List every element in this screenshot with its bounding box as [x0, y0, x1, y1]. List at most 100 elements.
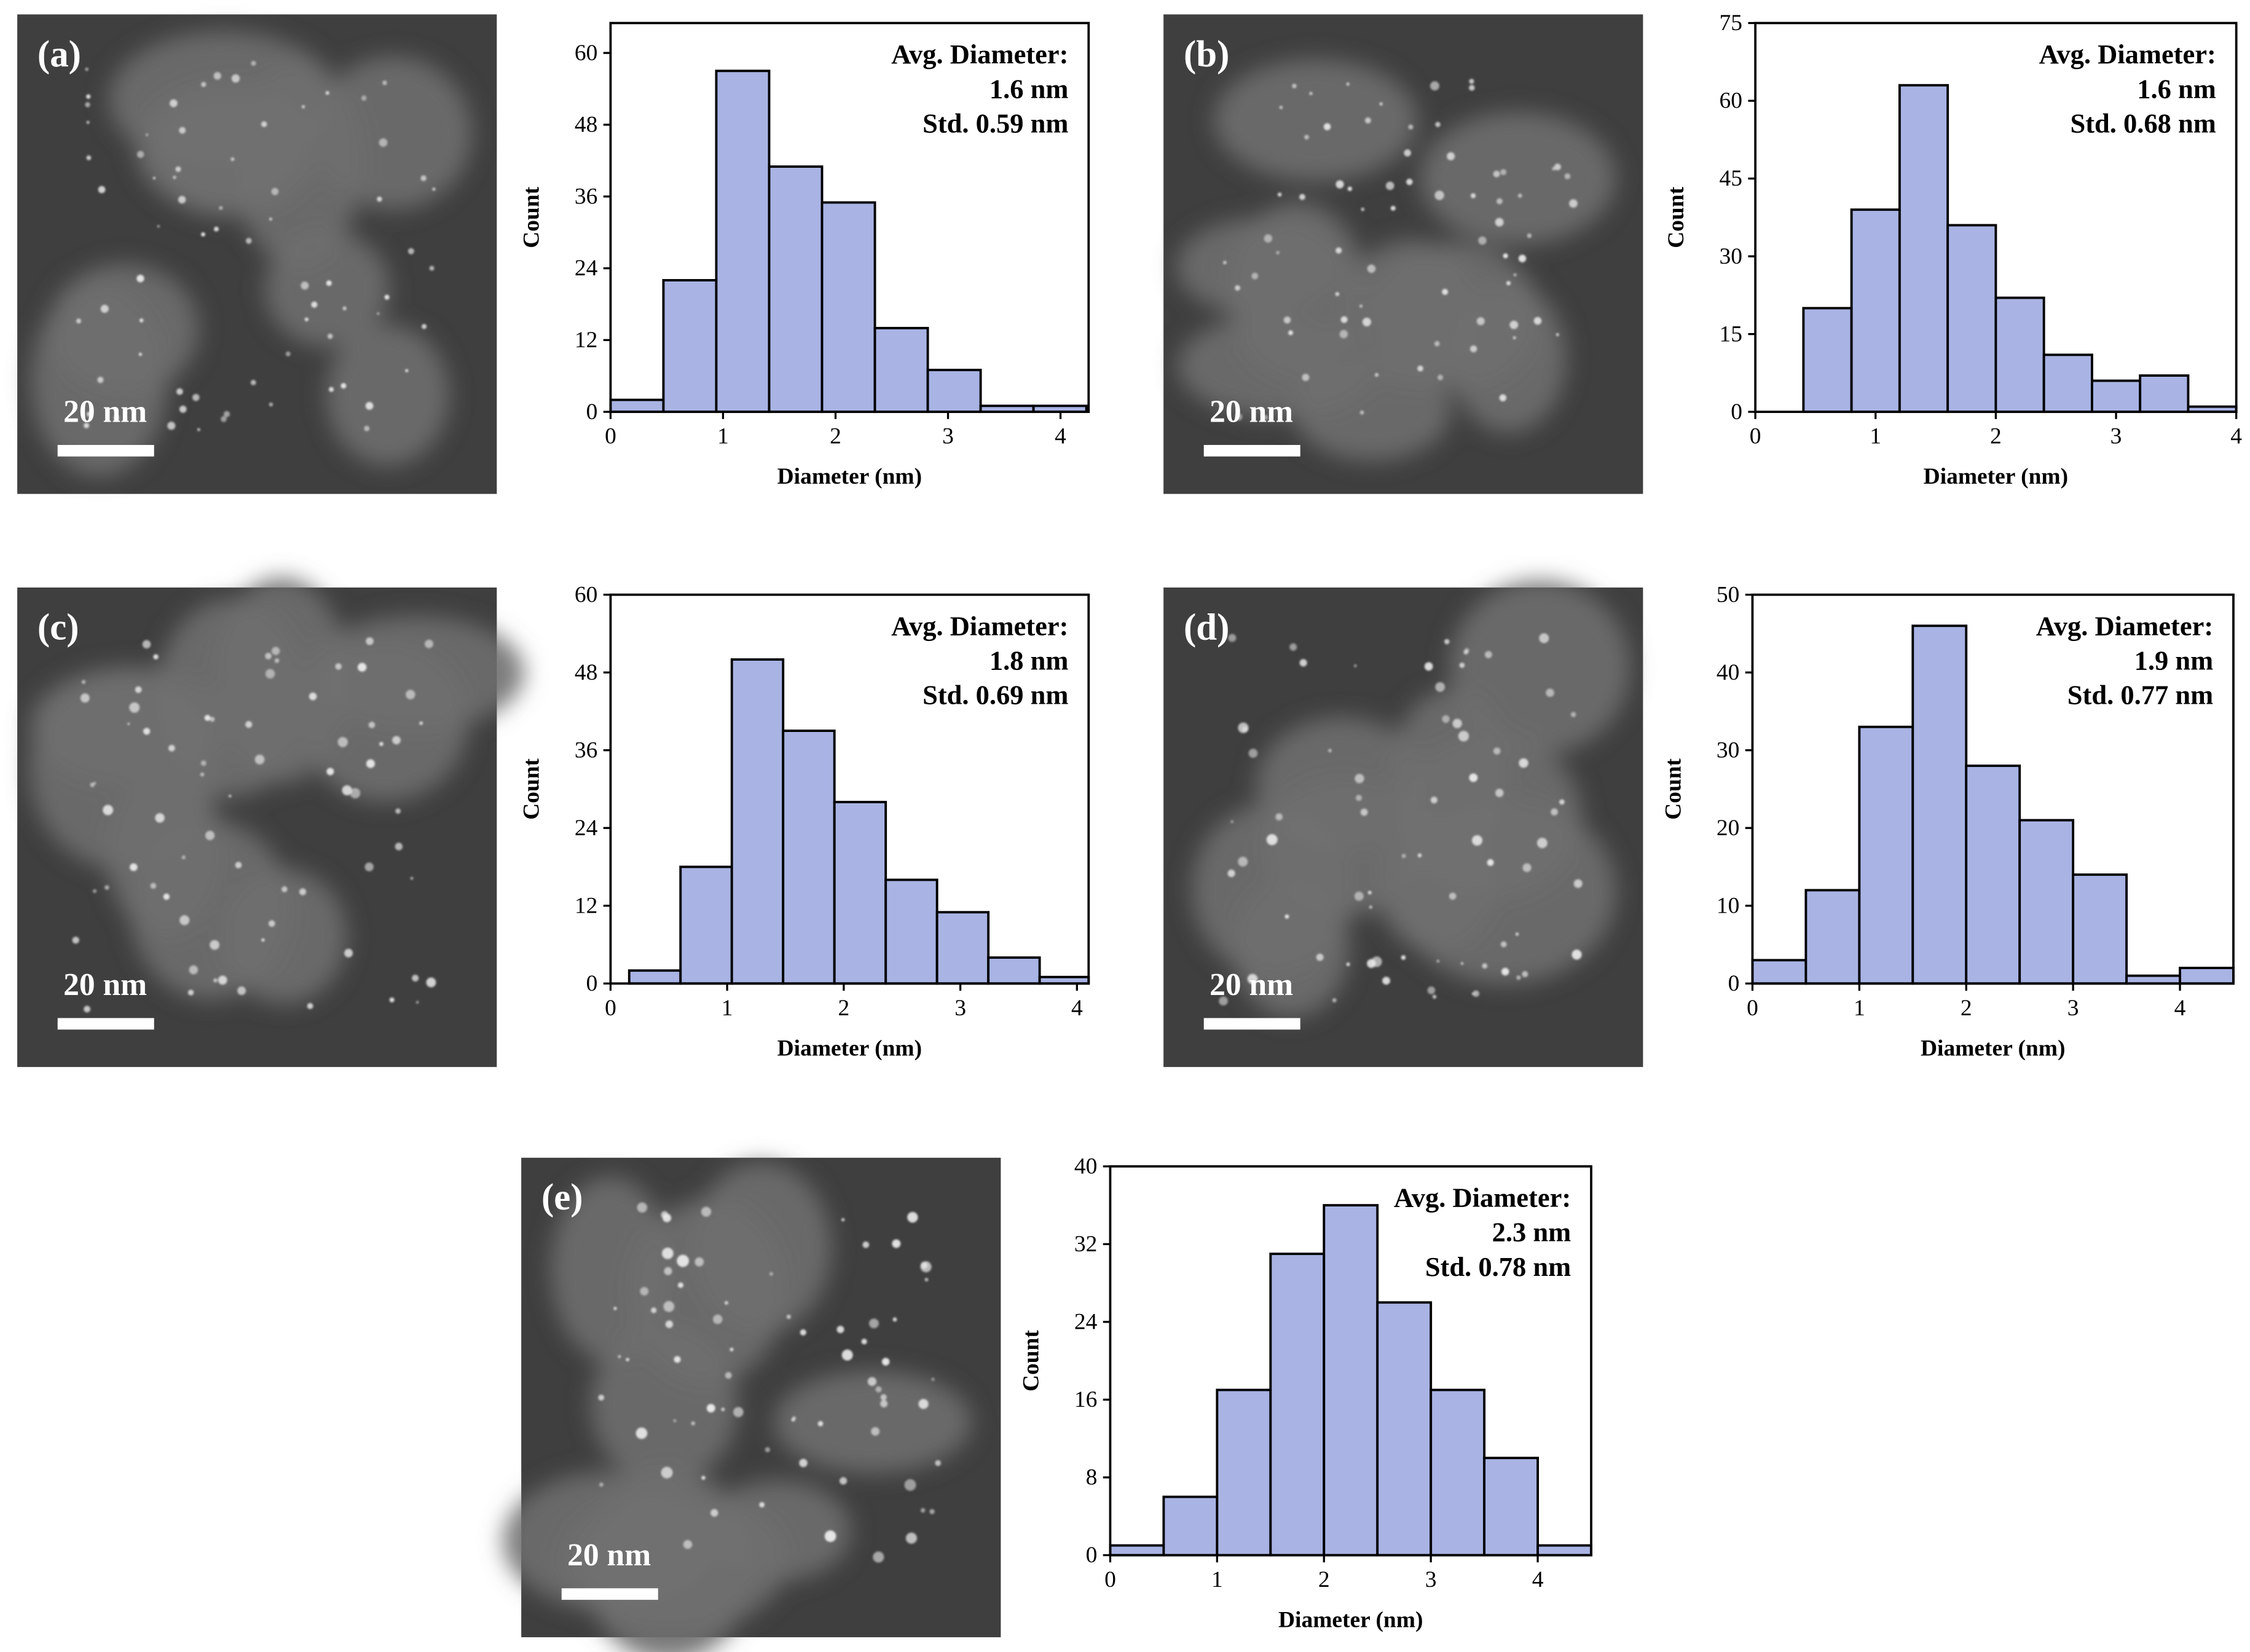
nanoparticle-dot	[935, 1460, 941, 1466]
x-tick-label: 0	[1750, 424, 1761, 449]
nanoparticle-dot	[155, 813, 165, 823]
nanoparticle-dot	[85, 67, 89, 71]
nanoparticle-dot	[1552, 167, 1556, 171]
nanoparticle-dot	[1482, 963, 1488, 969]
histogram-bar	[1430, 1388, 1486, 1557]
nanoparticle-dot	[1289, 643, 1297, 651]
nanoparticle-dot	[1369, 905, 1372, 909]
nanoparticle-dot	[254, 754, 265, 765]
nanoparticle-dot	[1382, 977, 1390, 985]
std-value: Std. 0.59 nm	[922, 108, 1068, 139]
nanoparticle-dot	[100, 304, 109, 313]
nanoparticle-dot	[269, 218, 272, 221]
histogram-bar	[715, 69, 771, 414]
nanoparticle-dot	[139, 318, 144, 323]
y-tick-label: 75	[1720, 10, 1742, 36]
nanoparticle-dot	[613, 1307, 617, 1310]
scale-bar	[1203, 1018, 1300, 1030]
y-axis-label: Count	[519, 186, 544, 248]
y-tick-label: 12	[575, 328, 597, 353]
nanoparticle-dot	[327, 333, 333, 339]
support-particle	[1450, 283, 1567, 433]
nanoparticle-dot	[1522, 863, 1532, 872]
histogram-bar	[1911, 624, 1968, 985]
support-particle	[1214, 59, 1418, 181]
nanoparticle-dot	[1309, 92, 1313, 95]
nanoparticle-dot	[1323, 123, 1331, 130]
x-tick-label: 3	[942, 424, 954, 449]
nanoparticle-dot	[1227, 869, 1235, 878]
nanoparticle-dot	[1506, 281, 1511, 286]
nanoparticle-dot	[635, 1427, 648, 1439]
nanoparticle-dot	[677, 1254, 690, 1267]
x-axis-label: Diameter (nm)	[1921, 1036, 2065, 1061]
nanoparticle-dot	[113, 415, 120, 422]
nanoparticle-dot	[1339, 329, 1348, 339]
avg-diameter-heading: Avg. Diameter:	[2039, 39, 2216, 69]
nanoparticle-dot	[245, 238, 252, 244]
avg-diameter-value: 2.3 nm	[1492, 1217, 1571, 1248]
nanoparticle-dot	[361, 95, 367, 101]
nanoparticle-dot	[929, 1509, 935, 1514]
histogram-bar	[627, 969, 682, 985]
y-tick-label: 0	[1086, 1543, 1098, 1568]
nanoparticle-dot	[1564, 173, 1571, 179]
y-tick-label: 48	[575, 112, 597, 138]
nanoparticle-dot	[598, 1394, 605, 1401]
y-tick-label: 0	[1731, 399, 1742, 425]
nanoparticle-dot	[1444, 639, 1450, 645]
nanoparticle-dot	[213, 978, 218, 983]
nanoparticle-dot	[1360, 808, 1368, 816]
avg-diameter-heading: Avg. Diameter:	[1394, 1182, 1571, 1213]
support-particle	[503, 1471, 721, 1611]
nanoparticle-dot	[1436, 959, 1440, 963]
nanoparticle-dot	[1442, 715, 1450, 723]
nanoparticle-dot	[1427, 986, 1436, 994]
nanoparticle-dot	[175, 166, 181, 172]
nanoparticle-dot	[640, 1287, 649, 1296]
nanoparticle-dot	[1573, 879, 1583, 888]
nanoparticle-dot	[1460, 962, 1464, 966]
nanoparticle-dot	[1464, 648, 1469, 653]
nanoparticle-dot	[281, 886, 288, 892]
histogram-b: 0 1 2 3 4 0 15 30 45 60 75 Diameter (nm) Count Avg. D…	[1664, 10, 2242, 489]
nanoparticle-dot	[86, 94, 91, 99]
support-particle	[106, 773, 224, 934]
nanoparticle-dot	[210, 717, 215, 722]
nanoparticle-dot	[1367, 264, 1376, 273]
nanoparticle-dot	[81, 680, 86, 684]
nanoparticle-dot	[721, 1407, 725, 1412]
nanoparticle-dot	[691, 1421, 695, 1426]
nanoparticle-dot	[379, 138, 388, 147]
nanoparticle-dot	[701, 1476, 706, 1480]
nanoparticle-dot	[230, 157, 235, 161]
nanoparticle-dot	[1539, 633, 1549, 643]
y-tick-label: 8	[1086, 1465, 1098, 1490]
nanoparticle-dot	[1527, 233, 1532, 238]
nanoparticle-dot	[176, 388, 183, 395]
histogram-bar	[1965, 765, 2021, 985]
nanoparticle-dot	[1367, 891, 1372, 895]
nanoparticle-dot	[1283, 316, 1291, 324]
nanoparticle-dot	[410, 876, 414, 880]
nanoparticle-dot	[881, 1358, 890, 1366]
nanoparticle-dot	[725, 1372, 732, 1379]
nanoparticle-dot	[1266, 834, 1278, 846]
nanoparticle-dot	[301, 104, 305, 109]
nanoparticle-dot	[1367, 959, 1376, 968]
nanoparticle-dot	[907, 1212, 918, 1223]
nanoparticle-dot	[841, 1349, 853, 1361]
x-axis-label: Diameter (nm)	[1924, 464, 2068, 489]
nanoparticle-dot	[337, 737, 348, 747]
nanoparticle-dot	[407, 248, 414, 254]
nanoparticle-dot	[86, 155, 92, 160]
nanoparticle-dot	[1299, 659, 1307, 667]
tem-support-particles	[1176, 59, 1616, 461]
nanoparticle-dot	[179, 127, 186, 134]
nanoparticle-dot	[791, 1418, 795, 1422]
x-tick-label: 2	[830, 424, 841, 449]
avg-diameter-heading: Avg. Diameter:	[891, 39, 1068, 69]
histogram-bar	[2179, 967, 2235, 985]
plot-frame	[1751, 593, 2235, 985]
